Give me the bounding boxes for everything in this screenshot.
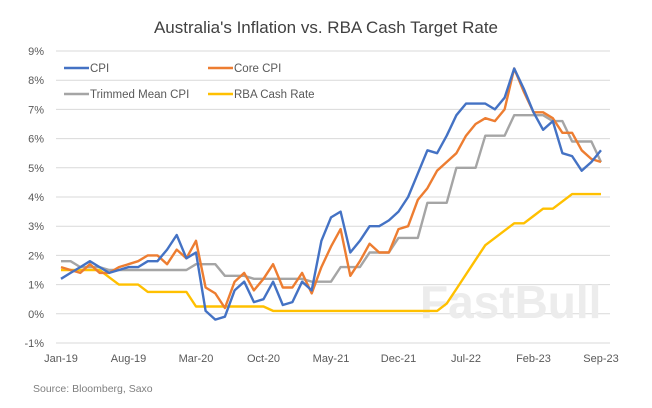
x-tick-label: Feb-23 [516, 353, 551, 365]
x-tick-label: Aug-19 [111, 353, 146, 365]
legend-label: CPI [90, 63, 109, 75]
y-tick-label: -1% [24, 338, 44, 350]
series-line-cpi [60, 67, 602, 321]
y-tick-label: 2% [28, 250, 44, 262]
source-note: Source: Bloomberg, Saxo [33, 383, 153, 395]
y-tick-label: 0% [28, 309, 44, 321]
x-tick-label: Oct-20 [247, 353, 280, 365]
y-tick-label: 4% [28, 192, 44, 204]
chart-title: Australia's Inflation vs. RBA Cash Targe… [154, 18, 498, 37]
x-tick-label: Jan-19 [44, 353, 78, 365]
y-tick-label: 9% [28, 46, 44, 58]
x-tick-label: Dec-21 [381, 353, 416, 365]
y-tick-label: 8% [28, 75, 44, 87]
x-tick-label: Jul-22 [451, 353, 481, 365]
legend-label: Trimmed Mean CPI [90, 89, 189, 101]
y-tick-label: 3% [28, 221, 44, 233]
y-tick-label: 6% [28, 134, 44, 146]
legend-label: RBA Cash Rate [234, 89, 315, 101]
legend-label: Core CPI [234, 63, 281, 75]
y-tick-label: 7% [28, 104, 44, 116]
x-tick-label: Sep-23 [583, 353, 618, 365]
series-line-trimmed-mean-cpi [61, 113, 603, 283]
y-tick-label: 5% [28, 163, 44, 175]
x-tick-label: May-21 [313, 353, 350, 365]
y-tick-label: 1% [28, 280, 44, 292]
x-tick-label: Mar-20 [179, 353, 214, 365]
series-line-rba-cash-rate [61, 192, 601, 313]
series-line-core-cpi [60, 67, 602, 310]
watermark: FastBull [420, 276, 601, 328]
